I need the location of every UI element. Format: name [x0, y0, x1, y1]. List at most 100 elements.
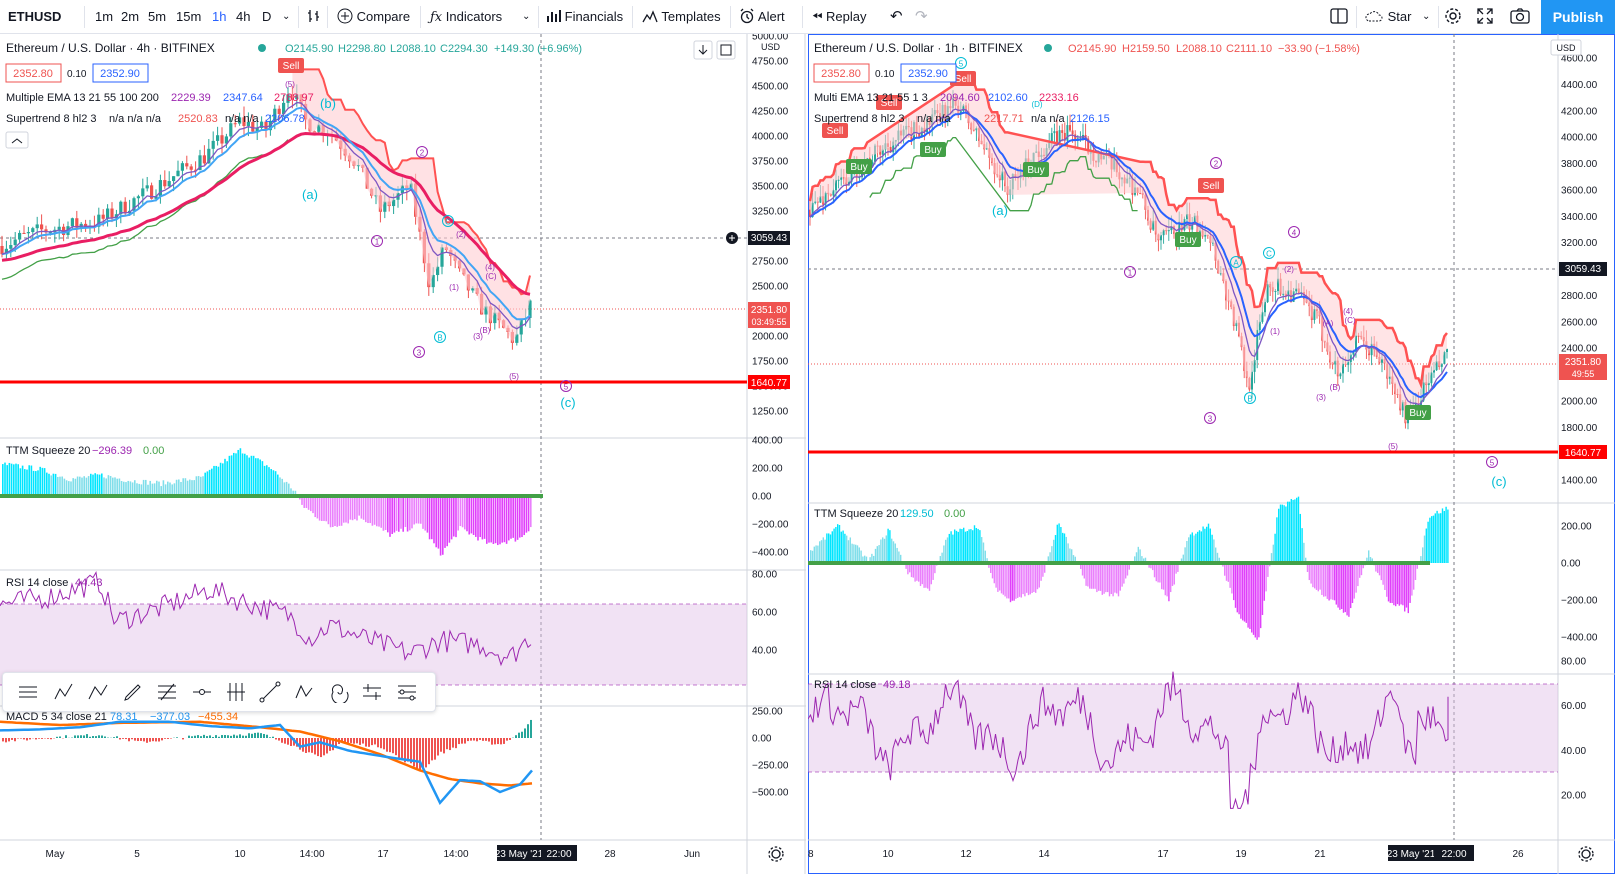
ttm-bar — [503, 496, 506, 543]
trend-line-tool-icon[interactable] — [259, 681, 281, 703]
financials-button[interactable]: Financials — [545, 0, 623, 34]
pen-tool-icon[interactable] — [122, 681, 144, 703]
horizontal-ray-icon[interactable] — [191, 681, 213, 703]
templates-button[interactable]: Templates — [642, 0, 721, 34]
interval-1m[interactable]: 1m — [95, 9, 114, 24]
ttm-bar — [1024, 563, 1026, 597]
ttm-bar — [1035, 563, 1037, 593]
left-chart[interactable]: Sell (b) (a) (c) 2 1 3 5 B C (5) (1) (2)… — [0, 34, 806, 874]
indicators-button[interactable]: ƒx Indicators — [430, 0, 502, 34]
ttm-bar — [138, 483, 140, 496]
sell-price-button[interactable] — [5, 63, 62, 83]
ttm-bar — [1153, 563, 1156, 578]
fullscreen-icon[interactable] — [1477, 0, 1493, 34]
candle-body — [1258, 321, 1261, 331]
candle-body — [811, 202, 814, 217]
macd-bar — [134, 738, 136, 741]
axis-settings-gear-icon[interactable] — [1578, 846, 1594, 862]
elliott-wave-tool-icon[interactable] — [53, 681, 75, 703]
ttm-bar — [349, 496, 352, 520]
buy-price-button[interactable] — [92, 63, 149, 83]
ttm-bar — [1380, 563, 1382, 581]
intervals-chevron-icon[interactable]: ⌄ — [282, 11, 291, 22]
range-tool-icon[interactable] — [361, 681, 383, 703]
ttm-bar — [1116, 563, 1118, 594]
ttm-bar — [426, 496, 429, 533]
right-chart[interactable]: Sell Sell Sell Sell Buy Buy Buy Buy Buy … — [808, 34, 1615, 874]
sell-price-button[interactable] — [813, 63, 870, 83]
interval-15m[interactable]: 15m — [176, 9, 202, 24]
publish-button[interactable]: Publish — [1541, 0, 1615, 34]
horizontal-lines-tool-icon[interactable] — [17, 681, 39, 703]
undo-icon[interactable]: ↶ — [890, 8, 903, 25]
rsi-band — [808, 684, 1558, 772]
pattern-tool-icon[interactable] — [293, 681, 315, 703]
time-tick-label: 10 — [882, 849, 894, 860]
buy-signal-label: Buy — [1409, 408, 1426, 419]
interval-5m[interactable]: 5m — [148, 9, 167, 24]
interval-1h[interactable]: 1h — [212, 9, 227, 24]
wave-pd-label: (D) — [1031, 100, 1042, 109]
ttm-bar — [864, 555, 866, 563]
candle-body — [220, 135, 224, 144]
ttm-bar — [878, 545, 880, 563]
ttm-bar — [1423, 535, 1426, 563]
candle-body — [70, 218, 74, 227]
buy-price-button[interactable] — [900, 63, 957, 83]
macd-bar — [161, 738, 163, 741]
price-tick-label: 0.00 — [752, 734, 772, 745]
ttm-bar — [153, 483, 156, 496]
currency-button[interactable] — [1550, 39, 1582, 56]
wave-2-label: 2 — [1214, 160, 1219, 169]
macd-bar — [401, 738, 403, 758]
macd-bar — [89, 736, 91, 738]
macd-bar — [506, 738, 508, 741]
abc-wave-tool-icon[interactable] — [87, 681, 109, 703]
interval-2m[interactable]: 2m — [121, 9, 140, 24]
compare-button[interactable]: Compare — [337, 0, 410, 34]
candle-body — [1443, 352, 1446, 364]
wave-cap-b-label: B — [437, 334, 442, 343]
interval-d[interactable]: D — [262, 9, 272, 24]
macd-bar — [443, 738, 445, 754]
ttm-bar — [1341, 563, 1343, 610]
collapse-legend-button[interactable] — [5, 131, 29, 149]
chart-type-icon[interactable] — [306, 0, 322, 34]
ttm-bar — [1319, 563, 1321, 590]
candle-body — [194, 169, 198, 171]
spiral-tool-icon[interactable] — [327, 681, 349, 703]
buy-signal-label: Buy — [1179, 235, 1196, 246]
ttm-bar — [997, 563, 999, 592]
layout-name-button[interactable]: Star — [1364, 0, 1411, 34]
ttm-bar — [1346, 563, 1348, 616]
settings-gear-icon[interactable] — [1444, 0, 1462, 34]
projection-tool-icon[interactable] — [396, 681, 418, 703]
ttm-bar — [365, 496, 367, 523]
ttm-bar — [96, 474, 99, 496]
camera-icon[interactable] — [1510, 0, 1530, 34]
interval-4h[interactable]: 4h — [236, 9, 251, 24]
macd-bar — [272, 736, 274, 738]
indicators-chevron-icon[interactable]: ⌄ — [522, 11, 531, 22]
redo-icon[interactable]: ↷ — [915, 8, 928, 25]
ttm-bar — [1051, 546, 1053, 563]
macd-bar — [164, 738, 166, 739]
replay-button[interactable]: ⏪︎ Replay — [812, 0, 867, 34]
supertrend-na: n/a n/a n/a — [109, 113, 162, 125]
vertical-lines-tool-icon[interactable] — [225, 681, 247, 703]
ttm-bar — [54, 473, 57, 496]
ttm-bar — [1303, 542, 1305, 563]
supertrend-value-2: 2206.78 — [265, 113, 305, 125]
alert-button[interactable]: Alert — [739, 0, 785, 34]
ttm-bar — [921, 563, 923, 585]
candle-body — [150, 185, 154, 199]
fib-tool-icon[interactable] — [156, 681, 178, 703]
symbol-search[interactable]: ETHUSD — [8, 9, 62, 24]
ttm-bar — [1015, 563, 1017, 599]
axis-settings-gear-icon[interactable] — [768, 846, 784, 862]
candle-body — [1274, 291, 1277, 293]
layout-chevron-icon[interactable]: ⌄ — [1422, 11, 1431, 22]
layout-icon[interactable] — [1330, 0, 1348, 34]
maximize-pane-button[interactable] — [716, 40, 736, 60]
macd-bar — [119, 738, 121, 740]
